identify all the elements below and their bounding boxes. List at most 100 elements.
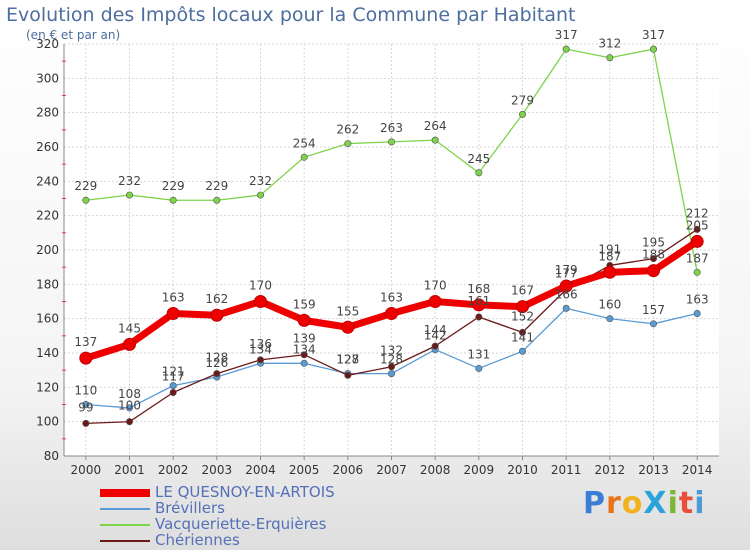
- logo-letter: P: [583, 486, 606, 521]
- data-label: 128: [205, 351, 228, 365]
- data-point: [82, 400, 90, 408]
- data-label: 142: [424, 329, 447, 343]
- data-label: 187: [686, 251, 709, 265]
- data-label: 229: [205, 179, 228, 193]
- data-point: [606, 315, 614, 323]
- data-point: [387, 370, 395, 378]
- y-tick-label: 160: [36, 312, 59, 326]
- data-point: [431, 342, 439, 350]
- x-tick-label: 2014: [682, 463, 713, 477]
- legend-swatch: [100, 540, 150, 542]
- data-label: 177: [555, 266, 578, 280]
- data-label: 263: [380, 121, 403, 135]
- data-point: [647, 264, 660, 278]
- data-label: 167: [511, 284, 534, 298]
- data-label: 139: [293, 332, 316, 346]
- x-tick-label: 2005: [289, 463, 320, 477]
- legend-label: Chériennes: [155, 531, 240, 549]
- data-label: 99: [78, 400, 93, 414]
- data-point: [518, 328, 526, 336]
- data-label: 317: [555, 28, 578, 42]
- data-point: [341, 320, 355, 334]
- data-point: [300, 351, 308, 359]
- y-tick-label: 120: [36, 380, 59, 394]
- x-tick-label: 2008: [420, 463, 451, 477]
- data-point: [603, 265, 617, 279]
- y-tick-label: 220: [36, 209, 59, 223]
- data-label: 279: [511, 93, 534, 107]
- data-label: 157: [642, 303, 665, 317]
- legend-label: Brévillers: [155, 499, 225, 517]
- logo-letter: i: [667, 486, 679, 521]
- data-label: 144: [424, 323, 447, 337]
- data-point: [210, 308, 224, 322]
- legend-label: LE QUESNOY-EN-ARTOIS: [155, 483, 335, 501]
- data-point: [79, 351, 93, 365]
- data-point: [169, 388, 177, 396]
- data-point: [649, 45, 657, 53]
- data-point: [169, 196, 177, 204]
- x-tick-label: 2001: [114, 463, 145, 477]
- data-point: [82, 196, 90, 204]
- data-label: 161: [467, 294, 490, 308]
- y-tick-label: 80: [44, 449, 59, 463]
- data-label: 312: [598, 37, 621, 51]
- data-label: 187: [598, 249, 621, 263]
- data-point: [693, 268, 701, 276]
- logo-letter: r: [606, 486, 622, 521]
- legend-swatch: [100, 524, 150, 526]
- data-point: [516, 300, 529, 314]
- y-tick-label: 260: [36, 140, 59, 154]
- chart-title: Evolution des Impôts locaux pour la Comm…: [6, 4, 576, 26]
- y-tick-label: 280: [36, 106, 59, 120]
- data-label: 152: [511, 309, 534, 323]
- logo-letter: i: [694, 486, 706, 521]
- data-point: [123, 337, 136, 351]
- data-point: [166, 307, 180, 321]
- data-label: 232: [249, 174, 272, 188]
- y-tick-label: 180: [36, 277, 59, 291]
- data-label: 232: [118, 174, 141, 188]
- data-point: [690, 234, 704, 248]
- data-point: [518, 110, 526, 118]
- data-point: [606, 54, 614, 62]
- x-tick-label: 2006: [333, 463, 364, 477]
- data-point: [562, 304, 570, 312]
- data-label: 134: [293, 342, 316, 356]
- x-tick-label: 2004: [245, 463, 276, 477]
- data-point: [475, 169, 483, 177]
- data-point: [300, 359, 308, 367]
- data-label: 188: [642, 248, 665, 262]
- data-label: 117: [162, 369, 185, 383]
- y-tick-label: 300: [36, 71, 59, 85]
- data-label: 162: [205, 292, 228, 306]
- logo-letter: o: [621, 486, 644, 521]
- data-label: 170: [424, 279, 447, 293]
- data-point: [693, 225, 701, 233]
- legend-label: Vacqueriette-Erquières: [155, 515, 327, 533]
- data-label: 160: [598, 298, 621, 312]
- data-label: 229: [74, 179, 97, 193]
- data-label: 317: [642, 28, 665, 42]
- y-tick-label: 240: [36, 174, 59, 188]
- logo-letter: t: [678, 486, 695, 521]
- data-label: 168: [467, 282, 490, 296]
- data-label: 121: [162, 365, 185, 379]
- data-point: [559, 279, 573, 293]
- y-tick-label: 200: [36, 243, 59, 257]
- data-point: [126, 404, 134, 412]
- data-label: 191: [598, 242, 621, 256]
- x-tick-label: 2011: [551, 463, 582, 477]
- data-label: 128: [380, 353, 403, 367]
- legend-swatch: [100, 508, 150, 510]
- data-label: 254: [293, 136, 316, 150]
- data-point: [475, 364, 483, 372]
- logo-letter: X: [643, 486, 668, 521]
- data-point: [126, 418, 134, 426]
- data-point: [82, 419, 90, 427]
- proxiti-logo: ProXiti: [583, 486, 706, 521]
- data-label: 195: [642, 236, 665, 250]
- x-tick-label: 2012: [595, 463, 626, 477]
- data-point: [475, 313, 483, 321]
